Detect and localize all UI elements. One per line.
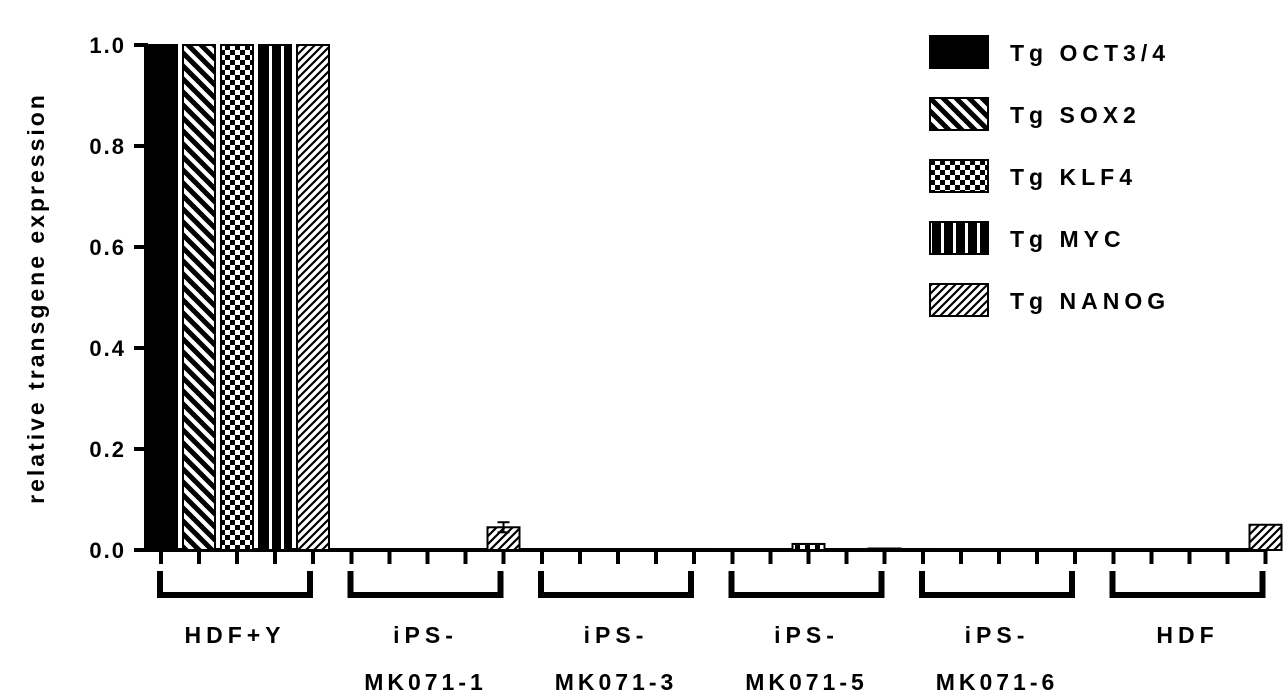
x-category-label-line2: MK071-6	[936, 669, 1059, 695]
legend-label: Tg OCT3/4	[1010, 40, 1170, 66]
legend-swatch-3	[929, 221, 989, 255]
bar-4-0	[296, 44, 330, 551]
x-category-label: HDF	[1156, 622, 1218, 648]
bar-4-2	[677, 547, 711, 551]
group-bracket	[538, 571, 694, 598]
legend-swatch-4	[929, 283, 989, 317]
group-bracket	[919, 571, 1075, 598]
legend-swatch-0	[929, 35, 989, 69]
y-tick-label: 0.8	[89, 134, 126, 159]
legend-swatch-1	[929, 97, 989, 131]
bar-0-4	[906, 547, 940, 551]
legend-label: Tg SOX2	[1010, 102, 1141, 128]
y-axis-label: relative transgene expression	[23, 92, 49, 504]
x-category-label: HDF+Y	[184, 622, 285, 648]
bar-0-0	[144, 44, 178, 551]
x-category-label-line2: MK071-1	[364, 669, 487, 695]
bar-1-0	[182, 44, 216, 551]
group-bracket	[1109, 571, 1266, 598]
x-category-label-line2: MK071-3	[555, 669, 678, 695]
legend-label: Tg MYC	[1010, 226, 1126, 252]
group-bracket	[728, 571, 885, 598]
group-bracket	[157, 571, 313, 598]
y-tick-label: 0.6	[89, 235, 126, 260]
x-category-label-line2: MK071-5	[745, 669, 868, 695]
y-tick-label: 0.0	[89, 538, 126, 563]
bar-2-3	[791, 542, 826, 552]
bar-2-0	[220, 44, 254, 551]
bar-4-3	[867, 547, 902, 551]
x-category-label: iPS-	[393, 622, 458, 648]
y-tick-label: 1.0	[89, 33, 126, 58]
y-tick-label: 0.4	[89, 336, 126, 361]
group-bracket	[347, 571, 504, 598]
x-category-label: iPS-	[965, 622, 1030, 648]
x-category-label: iPS-	[584, 622, 649, 648]
bar-4-5	[1248, 523, 1283, 551]
legend-swatch-2	[929, 159, 989, 193]
y-tick-label: 0.2	[89, 437, 126, 462]
x-category-label: iPS-	[774, 622, 839, 648]
legend-label: Tg NANOG	[1010, 288, 1170, 314]
legend-label: Tg KLF4	[1010, 164, 1137, 190]
bar-3-0	[258, 44, 292, 551]
